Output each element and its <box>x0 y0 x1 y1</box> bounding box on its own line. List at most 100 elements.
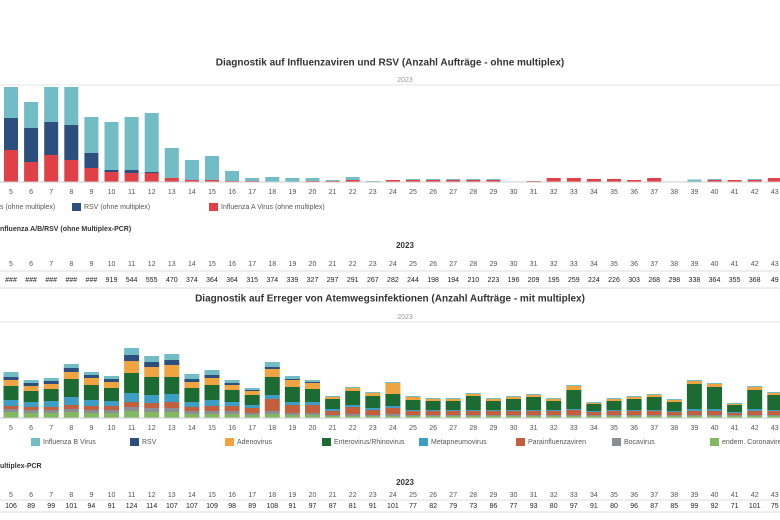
bar-segment <box>305 382 320 383</box>
bar-segment <box>385 383 401 394</box>
table-title: nfluenza A/B/RSV (ohne Multiplex-PCR) <box>0 226 131 233</box>
bar-segment <box>325 411 341 415</box>
x-tick-label: 26 <box>429 425 437 432</box>
table-week: 40 <box>711 261 719 268</box>
bar-segment <box>566 416 582 418</box>
bar-segment <box>526 395 542 397</box>
bar-segment <box>345 180 360 182</box>
bar-segment <box>365 408 381 410</box>
bar-segment <box>164 365 180 377</box>
table-week: 13 <box>168 492 176 499</box>
x-tick-label: 32 <box>550 425 558 432</box>
bar-segment <box>405 397 421 400</box>
bar-segment <box>526 411 542 415</box>
bar-segment <box>425 398 441 399</box>
bar-segment <box>385 382 401 383</box>
table-week: 41 <box>731 261 739 268</box>
bar-segment <box>405 410 421 411</box>
table-week: 32 <box>550 261 558 268</box>
table-cell: 298 <box>668 277 680 284</box>
bar-segment <box>44 155 59 182</box>
bar-segment <box>23 383 39 386</box>
bar-segment <box>465 410 481 411</box>
bar-segment <box>224 380 240 383</box>
bar-segment <box>23 386 39 391</box>
x-tick-label: 40 <box>711 189 719 196</box>
bar-segment <box>767 392 780 393</box>
bar-segment <box>164 377 180 394</box>
table-cell: 196 <box>508 277 520 284</box>
table-week: 27 <box>449 492 457 499</box>
bar-segment <box>647 178 662 182</box>
bar-segment <box>747 179 762 180</box>
bar-segment <box>144 412 160 418</box>
table-cell: 91 <box>590 503 598 510</box>
bar-segment <box>747 415 763 416</box>
table-cell: 315 <box>246 277 258 284</box>
table-cell: 80 <box>610 503 618 510</box>
bar-segment <box>164 408 180 412</box>
table-cell: 94 <box>88 503 96 510</box>
bar-segment <box>506 411 521 415</box>
bar-segment <box>144 173 159 182</box>
bar-segment <box>546 410 562 411</box>
table-week: 11 <box>128 261 135 268</box>
bar-segment <box>687 179 702 182</box>
bar-segment <box>626 416 642 418</box>
bar-segment <box>264 411 280 414</box>
x-tick-label: 25 <box>409 189 417 196</box>
bar-segment <box>566 415 582 416</box>
bar-segment <box>244 415 260 418</box>
table-cell: 85 <box>670 503 678 510</box>
bar-segment <box>546 178 561 182</box>
bar-segment <box>284 376 300 379</box>
bar-segment <box>144 362 160 367</box>
bar-segment <box>124 411 140 418</box>
table-cell: 92 <box>711 503 719 510</box>
bar-segment <box>204 385 220 400</box>
bar-segment <box>63 409 79 412</box>
table-week: 16 <box>228 492 236 499</box>
table-cell: 107 <box>186 503 198 510</box>
bar-segment <box>465 396 481 410</box>
bar-segment <box>365 415 381 416</box>
table-cell: 97 <box>309 503 317 510</box>
table-cell: 282 <box>387 277 399 284</box>
bar-segment <box>465 415 481 416</box>
table-cell: 101 <box>749 503 761 510</box>
bar-segment <box>425 399 441 401</box>
table-week: 6 <box>29 492 33 499</box>
table-week: 21 <box>329 261 337 268</box>
table-week: 14 <box>188 492 196 499</box>
table-week: 12 <box>148 492 156 499</box>
bar-segment <box>224 402 240 406</box>
bar-segment <box>485 411 501 415</box>
bar-segment <box>365 393 381 396</box>
table-cell: 93 <box>530 503 538 510</box>
x-tick-label: 19 <box>289 425 297 432</box>
table-cell: 99 <box>691 503 699 510</box>
bar-segment <box>445 401 461 410</box>
bar-segment <box>426 180 441 182</box>
x-tick-label: 39 <box>691 425 699 432</box>
bar-segment <box>224 414 240 418</box>
table-week: 9 <box>89 261 93 268</box>
bar-segment <box>345 414 361 416</box>
bar-segment <box>44 87 59 122</box>
bar-segment <box>485 399 501 401</box>
bar-segment <box>124 361 140 373</box>
bar-segment <box>64 87 79 125</box>
table-week: 40 <box>711 492 719 499</box>
table-cell: ### <box>5 277 17 284</box>
x-tick-label: 30 <box>510 189 518 196</box>
bar-segment <box>747 386 763 387</box>
bar-segment <box>144 377 160 395</box>
bar-segment <box>104 122 119 170</box>
bar-segment <box>204 375 220 378</box>
table-cell: 91 <box>108 503 116 510</box>
table-week: 35 <box>610 261 618 268</box>
table-week: 35 <box>610 492 618 499</box>
legend-swatch <box>322 438 331 446</box>
table-cell: 355 <box>729 277 741 284</box>
x-tick-label: 18 <box>268 425 276 432</box>
